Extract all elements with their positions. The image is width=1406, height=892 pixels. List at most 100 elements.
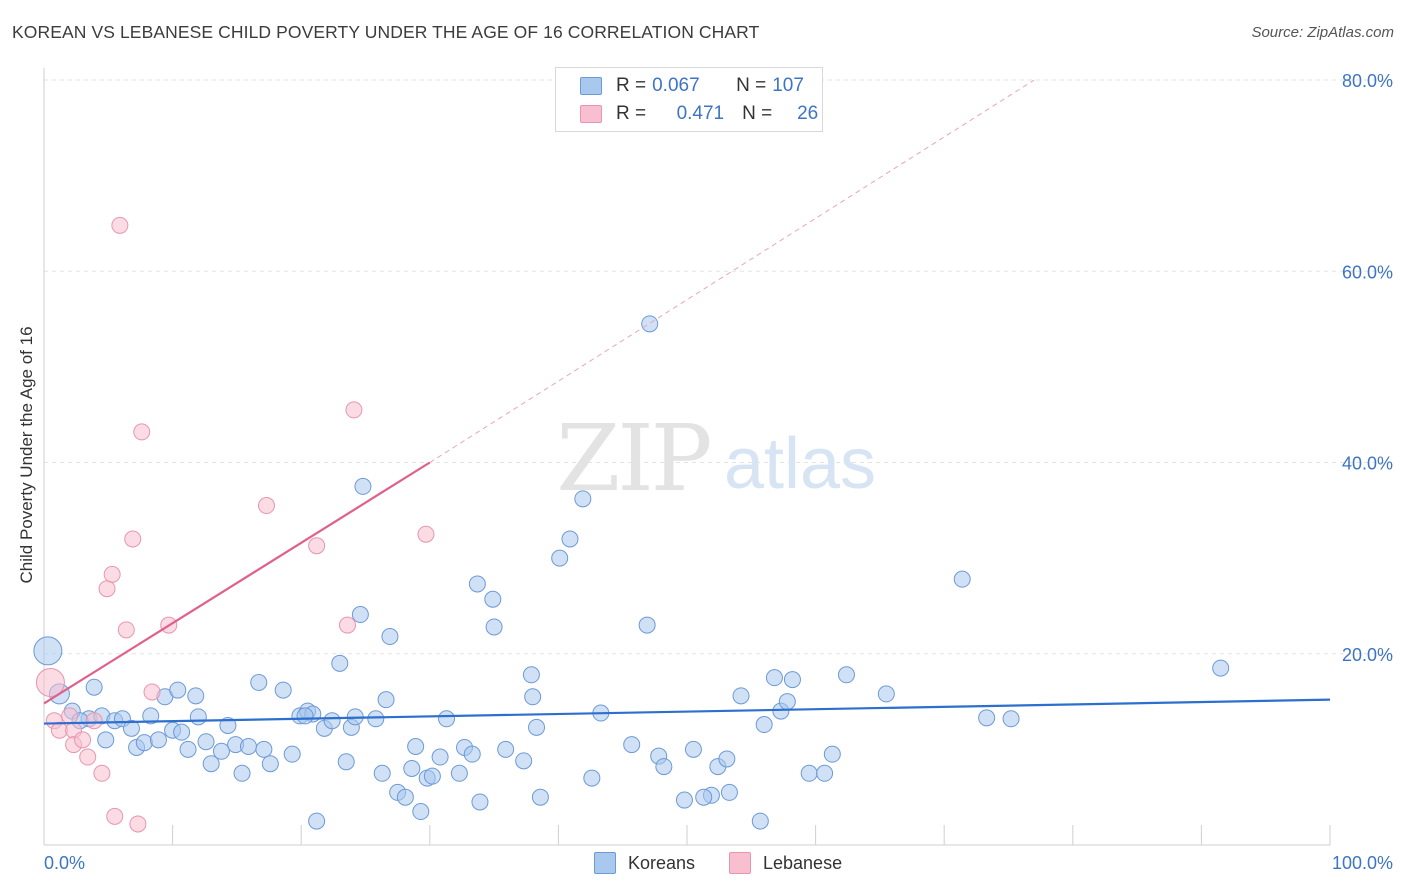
lebanese-point [117,621,135,639]
legend-item-lebanese[interactable]: Lebanese [729,852,842,874]
korean-point [377,691,395,709]
korean-point [250,673,268,691]
korean-point [684,740,702,758]
korean-point [778,693,796,711]
korean-point [638,616,656,634]
korean-point [239,738,257,756]
korean-point [233,764,251,782]
legend-label-koreans: Koreans [628,852,696,873]
lebanese-point [124,530,142,548]
legend-swatch-lebanese [729,852,751,874]
legend-r-value: 0.471 [676,103,725,124]
korean-point [149,731,167,749]
korean-point [450,764,468,782]
legend-item-koreans[interactable]: Koreans [594,852,695,874]
legend-row-koreans: R = 0.067 N = 107 [556,72,804,100]
korean-point [438,710,456,728]
korean-point [524,688,542,706]
korean-point [732,687,750,705]
y-tick-label: 60.0% [1342,262,1393,282]
legend-n-label: N = [736,75,767,96]
lebanese-point [338,616,356,634]
korean-point [641,315,659,333]
lebanese-point [308,537,326,555]
korean-point [274,681,292,699]
lebanese-trend-line [43,461,431,705]
legend-n-label: N = [742,103,773,124]
korean-point [403,760,421,777]
lebanese-point [50,721,68,739]
korean-point [551,549,569,567]
lebanese-point [143,683,161,701]
korean-point [219,716,237,734]
korean-point [837,666,855,684]
tick-labels: 20.0% 40.0% 60.0% 80.0% 0.0% 100.0% [44,71,1393,873]
korean-point [431,748,449,766]
lebanese-point [417,525,435,543]
korean-point [561,530,579,548]
lebanese-point [93,764,111,782]
korean-point [396,788,414,806]
legend-n-value: 107 [772,75,804,96]
legend-n-value: 26 [797,103,819,124]
lebanese-point [103,565,121,583]
korean-point [783,671,801,689]
y-axis-label: Child Poverty Under the Age of 16 [17,326,36,584]
korean-point [169,681,187,699]
korean-point [381,628,399,646]
korean-point [528,718,546,736]
korean-trend-line [43,698,1331,725]
korean-point [471,793,489,811]
korean-point [1212,659,1230,677]
korean-point [283,745,301,763]
korean-point [323,712,341,730]
y-tick-label: 40.0% [1342,454,1393,474]
korean-point [823,745,841,763]
legend-row-lebanese: R = 0.471 N = 26 [556,100,818,128]
korean-points [33,315,1230,830]
korean-point [574,490,592,508]
korean-point [179,740,197,758]
korean-point [718,750,736,768]
korean-point [485,618,503,636]
legend-swatch-koreans [594,852,616,874]
korean-point [202,755,220,773]
korean-point [255,740,273,758]
korean-point [308,812,326,830]
korean-point [85,678,103,696]
korean-point [212,742,230,760]
korean-point [816,764,834,782]
series-legend: Koreans Lebanese [0,852,1406,878]
korean-point [142,707,160,725]
korean-point [407,738,425,756]
lebanese-point [345,401,363,419]
correlation-legend: R = 0.067 N = 107 R = 0.471 N = 26 [555,67,823,132]
lebanese-point [106,807,124,825]
lebanese-point [257,497,275,515]
legend-swatch-koreans [580,77,602,95]
korean-point [351,606,369,624]
lebanese-point [35,667,65,697]
lebanese-points [35,216,435,833]
lebanese-point [133,423,151,441]
x-tick-label: 100.0% [1332,853,1393,873]
korean-point [953,570,971,588]
lebanese-trend-extension [429,79,1035,463]
lebanese-point [111,216,129,234]
lebanese-point [129,815,147,833]
korean-point [531,788,549,806]
korean-point [583,769,601,787]
korean-point [173,723,191,741]
korean-point [261,755,279,773]
y-tick-label: 80.0% [1342,71,1393,91]
lebanese-point [85,712,103,730]
korean-point [331,654,349,672]
axes [43,68,1331,846]
korean-point [655,758,673,776]
korean-point [122,719,140,737]
legend-swatch-lebanese [580,105,602,123]
watermark: ZIP atlas [556,405,876,512]
korean-point [187,687,205,705]
korean-point [296,707,314,725]
korean-point [463,745,481,763]
